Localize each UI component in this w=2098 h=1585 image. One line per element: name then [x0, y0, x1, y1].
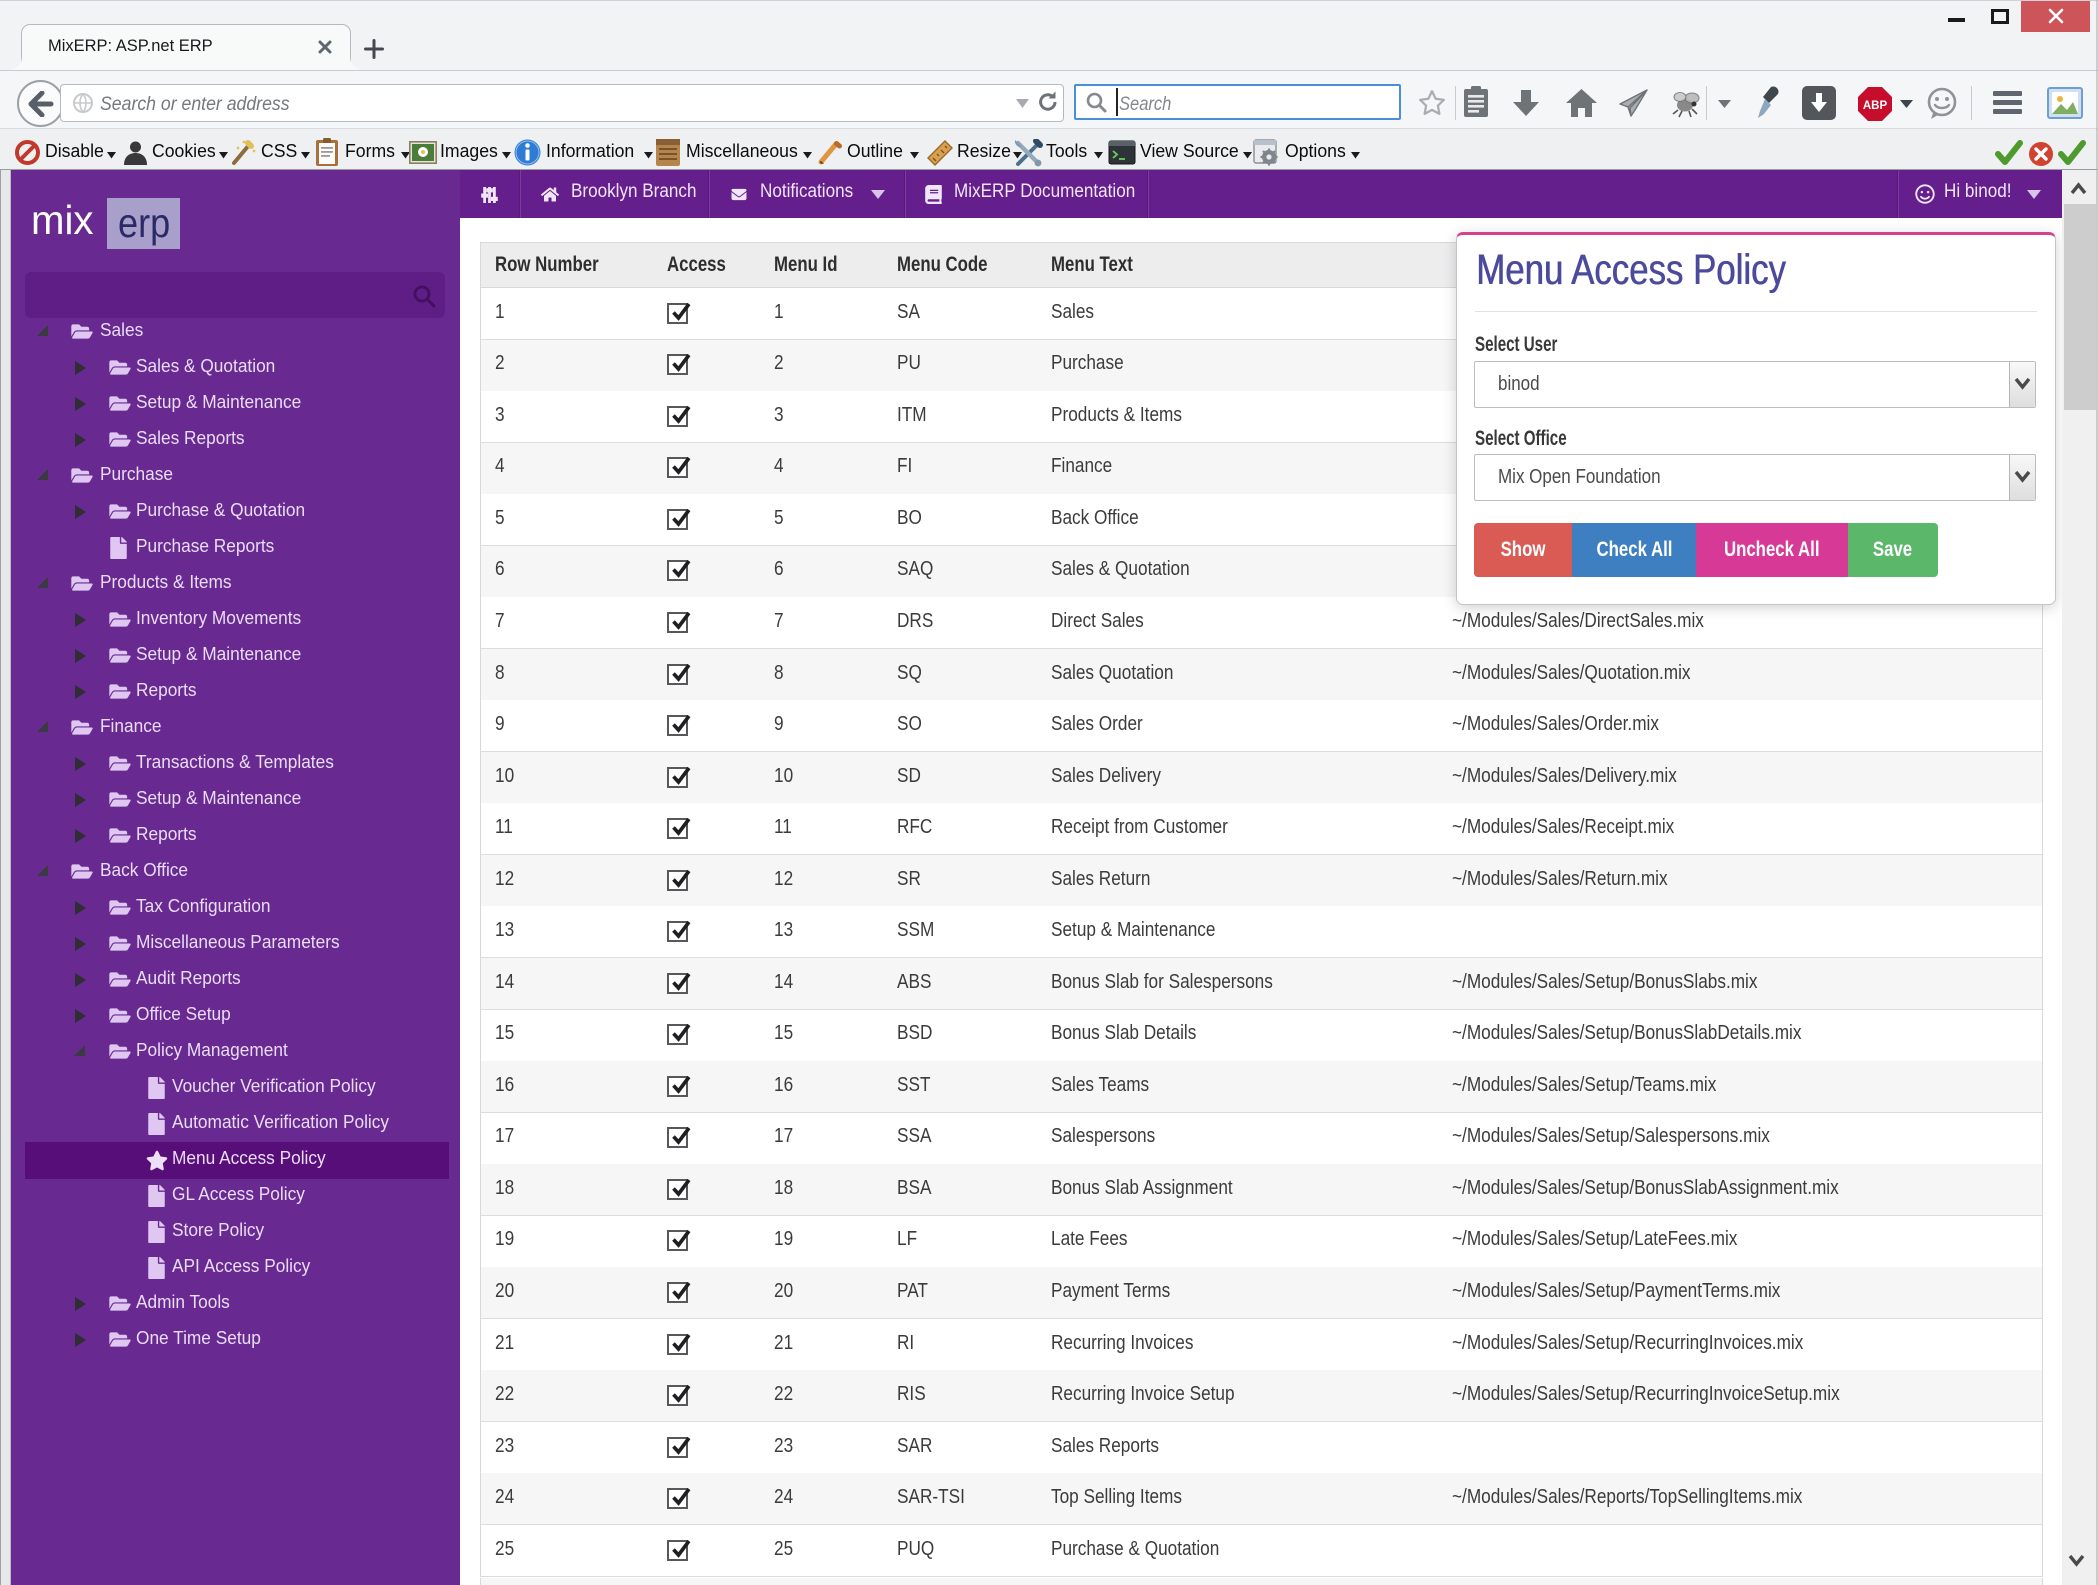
svg-text:ABP: ABP: [1863, 100, 1888, 112]
